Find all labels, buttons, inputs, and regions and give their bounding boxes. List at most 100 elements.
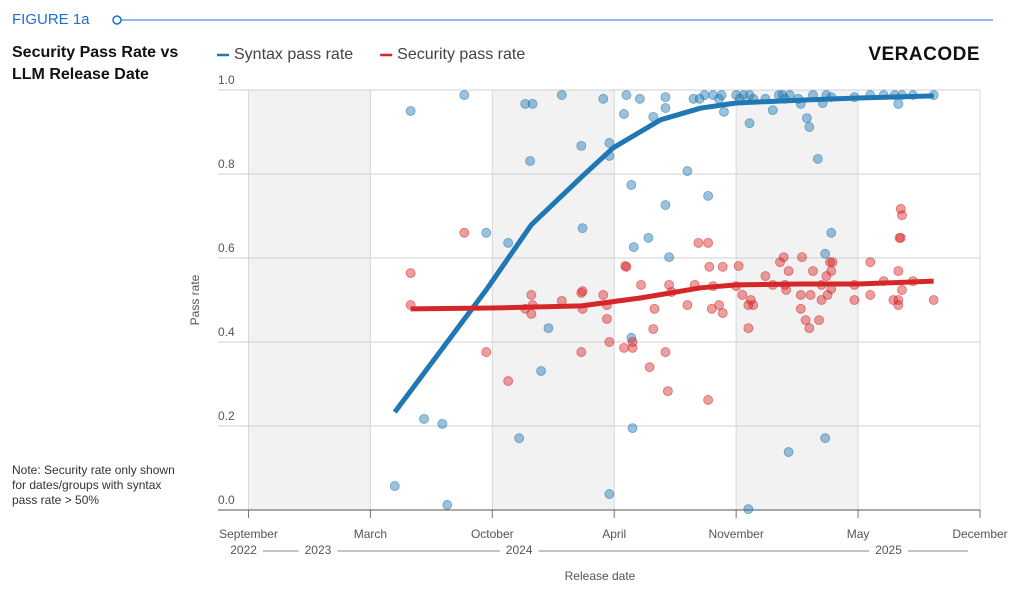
- figure-marker: [112, 15, 122, 25]
- point: [865, 290, 876, 300]
- point: [389, 481, 400, 491]
- point: [744, 118, 755, 129]
- point: [556, 90, 567, 100]
- point: [577, 223, 588, 234]
- point: [897, 210, 907, 221]
- point: [737, 290, 748, 300]
- point: [481, 227, 492, 238]
- point: [604, 138, 615, 148]
- point: [743, 323, 754, 334]
- point: [703, 190, 714, 201]
- point: [627, 342, 638, 353]
- point: [708, 90, 718, 100]
- point: [619, 342, 629, 353]
- figure-label: FIGURE 1a: [12, 11, 90, 28]
- point: [733, 261, 744, 271]
- point: [703, 395, 714, 405]
- point: [800, 315, 811, 326]
- point: [536, 366, 546, 376]
- x-tick-label: December: [952, 527, 1007, 541]
- point: [814, 315, 824, 326]
- point: [525, 156, 536, 166]
- y-tick-label: 0.0: [218, 493, 235, 507]
- year-label: 2025: [875, 543, 902, 557]
- y-tick-label: 0.6: [218, 241, 235, 255]
- point: [775, 257, 785, 268]
- point: [895, 232, 906, 243]
- point: [801, 113, 812, 124]
- point: [621, 261, 632, 272]
- point: [602, 313, 612, 324]
- point: [682, 300, 693, 310]
- point: [598, 290, 609, 300]
- point: [893, 300, 904, 310]
- point: [893, 98, 904, 109]
- point: [744, 90, 755, 100]
- point: [682, 166, 693, 176]
- point: [827, 257, 838, 268]
- x-tick-label: November: [708, 527, 763, 541]
- point: [604, 337, 615, 347]
- point: [598, 93, 609, 104]
- point: [526, 290, 537, 300]
- point: [804, 323, 815, 334]
- point: [419, 413, 429, 424]
- point: [745, 295, 756, 305]
- point: [649, 303, 660, 314]
- x-tick-label: April: [602, 527, 626, 541]
- point: [664, 252, 675, 263]
- point: [503, 376, 514, 386]
- point: [459, 227, 470, 238]
- y-tick-label: 0.2: [218, 409, 235, 423]
- point: [627, 337, 638, 347]
- point: [660, 103, 671, 113]
- point: [795, 303, 806, 314]
- point: [437, 418, 448, 429]
- trend-line: [410, 278, 934, 312]
- point: [821, 271, 832, 281]
- band: [736, 90, 859, 510]
- brand: VERACODE: [868, 44, 980, 65]
- point: [636, 279, 646, 290]
- point: [693, 237, 704, 248]
- point: [619, 109, 629, 119]
- point: [743, 504, 754, 515]
- year-label: 2024: [506, 543, 533, 557]
- point: [826, 266, 837, 276]
- year-label: 2022: [230, 543, 257, 557]
- point: [760, 271, 771, 281]
- x-tick-label: September: [219, 527, 278, 541]
- point: [826, 227, 837, 238]
- y-tick-label: 0.8: [218, 157, 235, 171]
- point: [644, 362, 655, 373]
- point: [717, 308, 728, 318]
- point: [662, 386, 673, 397]
- point: [714, 300, 724, 310]
- point: [503, 237, 514, 248]
- point: [820, 248, 831, 259]
- point: [621, 90, 632, 100]
- point: [527, 98, 538, 109]
- point: [576, 347, 587, 357]
- legend-label: Security pass rate: [397, 46, 525, 63]
- point: [731, 90, 742, 100]
- year-label: 2023: [305, 543, 332, 557]
- point: [643, 232, 654, 243]
- point: [660, 200, 671, 210]
- point: [808, 266, 818, 276]
- point: [628, 242, 639, 252]
- point: [405, 106, 416, 116]
- point: [804, 122, 815, 132]
- point: [627, 423, 638, 434]
- y-tick-label: 1.0: [218, 73, 235, 87]
- point: [797, 252, 807, 263]
- point: [795, 290, 806, 300]
- point: [694, 93, 705, 104]
- point: [865, 257, 876, 268]
- point: [716, 90, 727, 100]
- chart-title: Security Pass Rate vs LLM Release Date: [12, 44, 179, 83]
- point: [703, 237, 714, 248]
